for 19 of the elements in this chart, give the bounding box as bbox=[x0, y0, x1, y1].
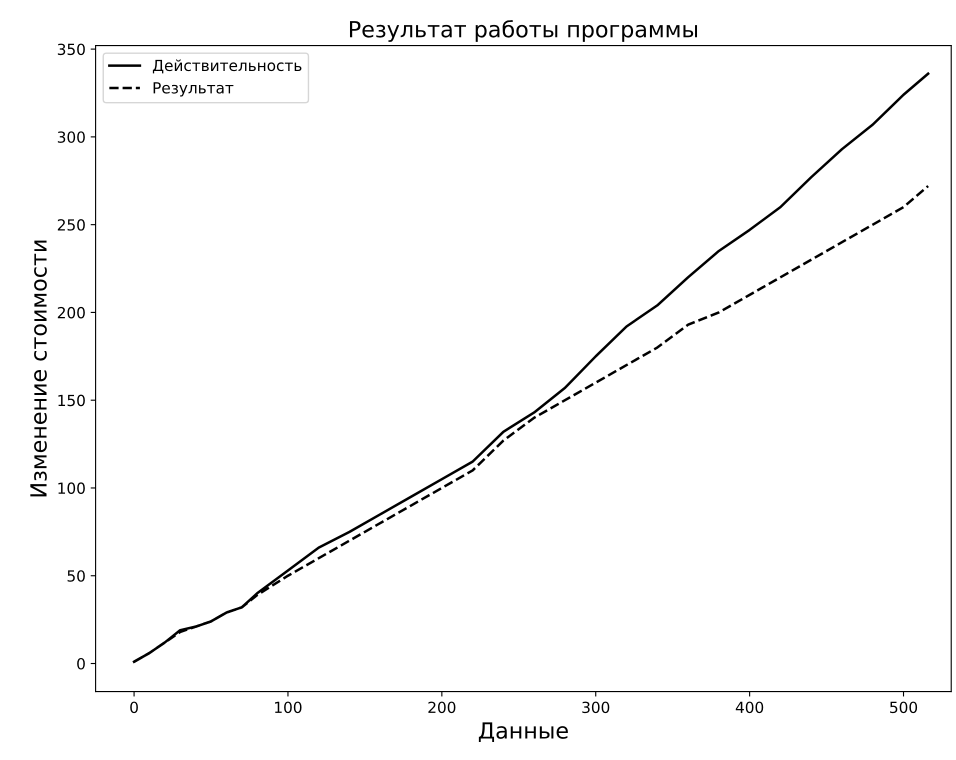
x-tick-label: 300 bbox=[582, 702, 610, 714]
y-tick-label: 150 bbox=[58, 394, 85, 406]
x-tick-label: 400 bbox=[736, 702, 764, 714]
y-tick-label: 300 bbox=[58, 131, 85, 143]
y-axis-title: Изменение стоимости bbox=[30, 240, 47, 496]
x-axis-title: Данные bbox=[478, 722, 568, 742]
legend-label: Действительность bbox=[152, 59, 302, 74]
x-tick-label: 100 bbox=[275, 702, 302, 714]
y-tick-label: 0 bbox=[77, 658, 85, 670]
y-tick-label: 50 bbox=[68, 570, 85, 582]
x-tick-label: 0 bbox=[130, 702, 138, 714]
legend-label: Результат bbox=[154, 82, 234, 97]
x-tick-label: 200 bbox=[428, 702, 456, 714]
x-tick-label: 500 bbox=[890, 702, 918, 714]
y-tick-label: 350 bbox=[58, 44, 85, 56]
y-tick-label: 250 bbox=[58, 219, 85, 231]
y-tick-label: 200 bbox=[58, 306, 85, 318]
chart-title: Результат работы программы bbox=[350, 20, 698, 42]
y-tick-label: 100 bbox=[58, 482, 85, 494]
